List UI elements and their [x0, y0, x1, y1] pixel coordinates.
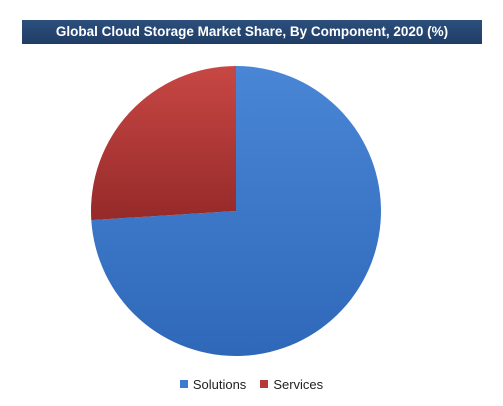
legend-item-solutions: Solutions [179, 376, 247, 392]
pie-chart [91, 65, 381, 356]
legend-swatch-services [260, 380, 269, 388]
pie-slice-solutions [91, 66, 381, 356]
legend-label-services: Services [273, 376, 324, 392]
legend-label-solutions: Solutions [192, 376, 247, 392]
chart-title: Global Cloud Storage Market Share, By Co… [22, 20, 482, 44]
pie-slice-services [91, 65, 236, 221]
legend-swatch-solutions [179, 380, 188, 388]
chart-legend: Solutions Services [0, 374, 503, 394]
legend-item-services: Services [260, 377, 323, 392]
chart-area [0, 50, 503, 370]
